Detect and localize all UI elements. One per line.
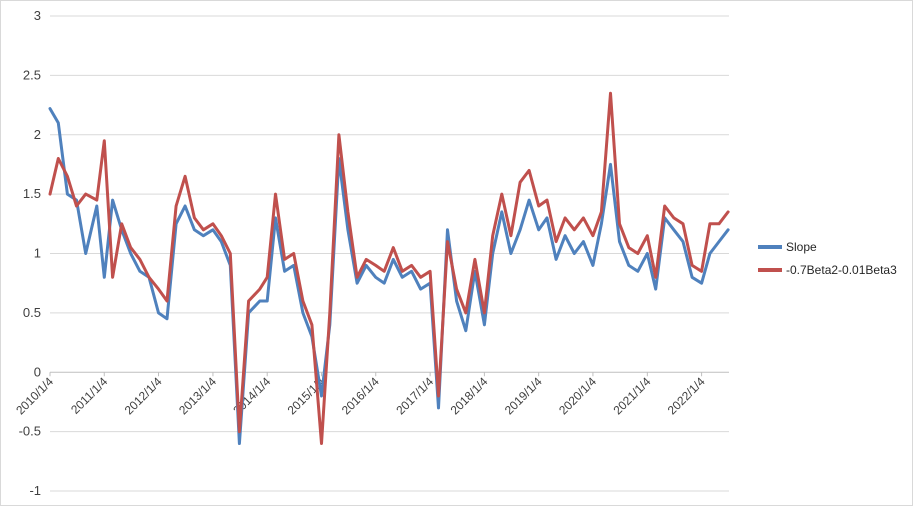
y-tick-label: -1 xyxy=(29,483,41,498)
x-tick-label: 2012/1/4 xyxy=(122,374,165,417)
series-lines xyxy=(48,91,730,445)
legend-swatch-slope xyxy=(758,244,782,249)
series-line-slope xyxy=(48,107,730,445)
x-tick-label: 2021/1/4 xyxy=(611,374,654,417)
y-tick-label: 1.5 xyxy=(23,186,41,201)
x-tick-label: 2020/1/4 xyxy=(556,374,599,417)
legend-item-beta-combo: -0.7Beta2-0.01Beta3 xyxy=(758,258,908,281)
x-tick-label: 2010/1/4 xyxy=(13,374,56,417)
legend-label-slope: Slope xyxy=(786,239,817,254)
x-tick-label: 2013/1/4 xyxy=(176,374,219,417)
legend: Slope -0.7Beta2-0.01Beta3 xyxy=(758,235,908,281)
y-axis-tick-labels: -1 -0.5 0 0.5 1 1.5 2 2.5 3 xyxy=(19,8,41,498)
y-tick-label: 1 xyxy=(34,246,41,261)
x-tick-label: 2016/1/4 xyxy=(339,374,382,417)
legend-item-slope: Slope xyxy=(758,235,908,258)
x-axis-tick-labels: 2010/1/4 2011/1/4 2012/1/4 2013/1/4 2014/1/4… xyxy=(13,372,708,417)
legend-label-beta-combo: -0.7Beta2-0.01Beta3 xyxy=(786,262,897,277)
series-line-beta-combo xyxy=(48,91,730,445)
y-tick-label: 2.5 xyxy=(23,67,41,82)
y-tick-label: -0.5 xyxy=(19,424,41,439)
x-tick-label: 2018/1/4 xyxy=(448,374,491,417)
y-tick-label: 0 xyxy=(34,364,41,379)
legend-swatch-beta-combo xyxy=(758,267,782,272)
y-tick-label: 0.5 xyxy=(23,305,41,320)
x-tick-label: 2019/1/4 xyxy=(502,374,545,417)
x-tick-label: 2017/1/4 xyxy=(393,374,436,417)
x-tick-label: 2011/1/4 xyxy=(68,374,111,417)
x-tick-label: 2022/1/4 xyxy=(665,374,708,417)
y-tick-label: 2 xyxy=(34,127,41,142)
y-tick-label: 3 xyxy=(34,8,41,23)
